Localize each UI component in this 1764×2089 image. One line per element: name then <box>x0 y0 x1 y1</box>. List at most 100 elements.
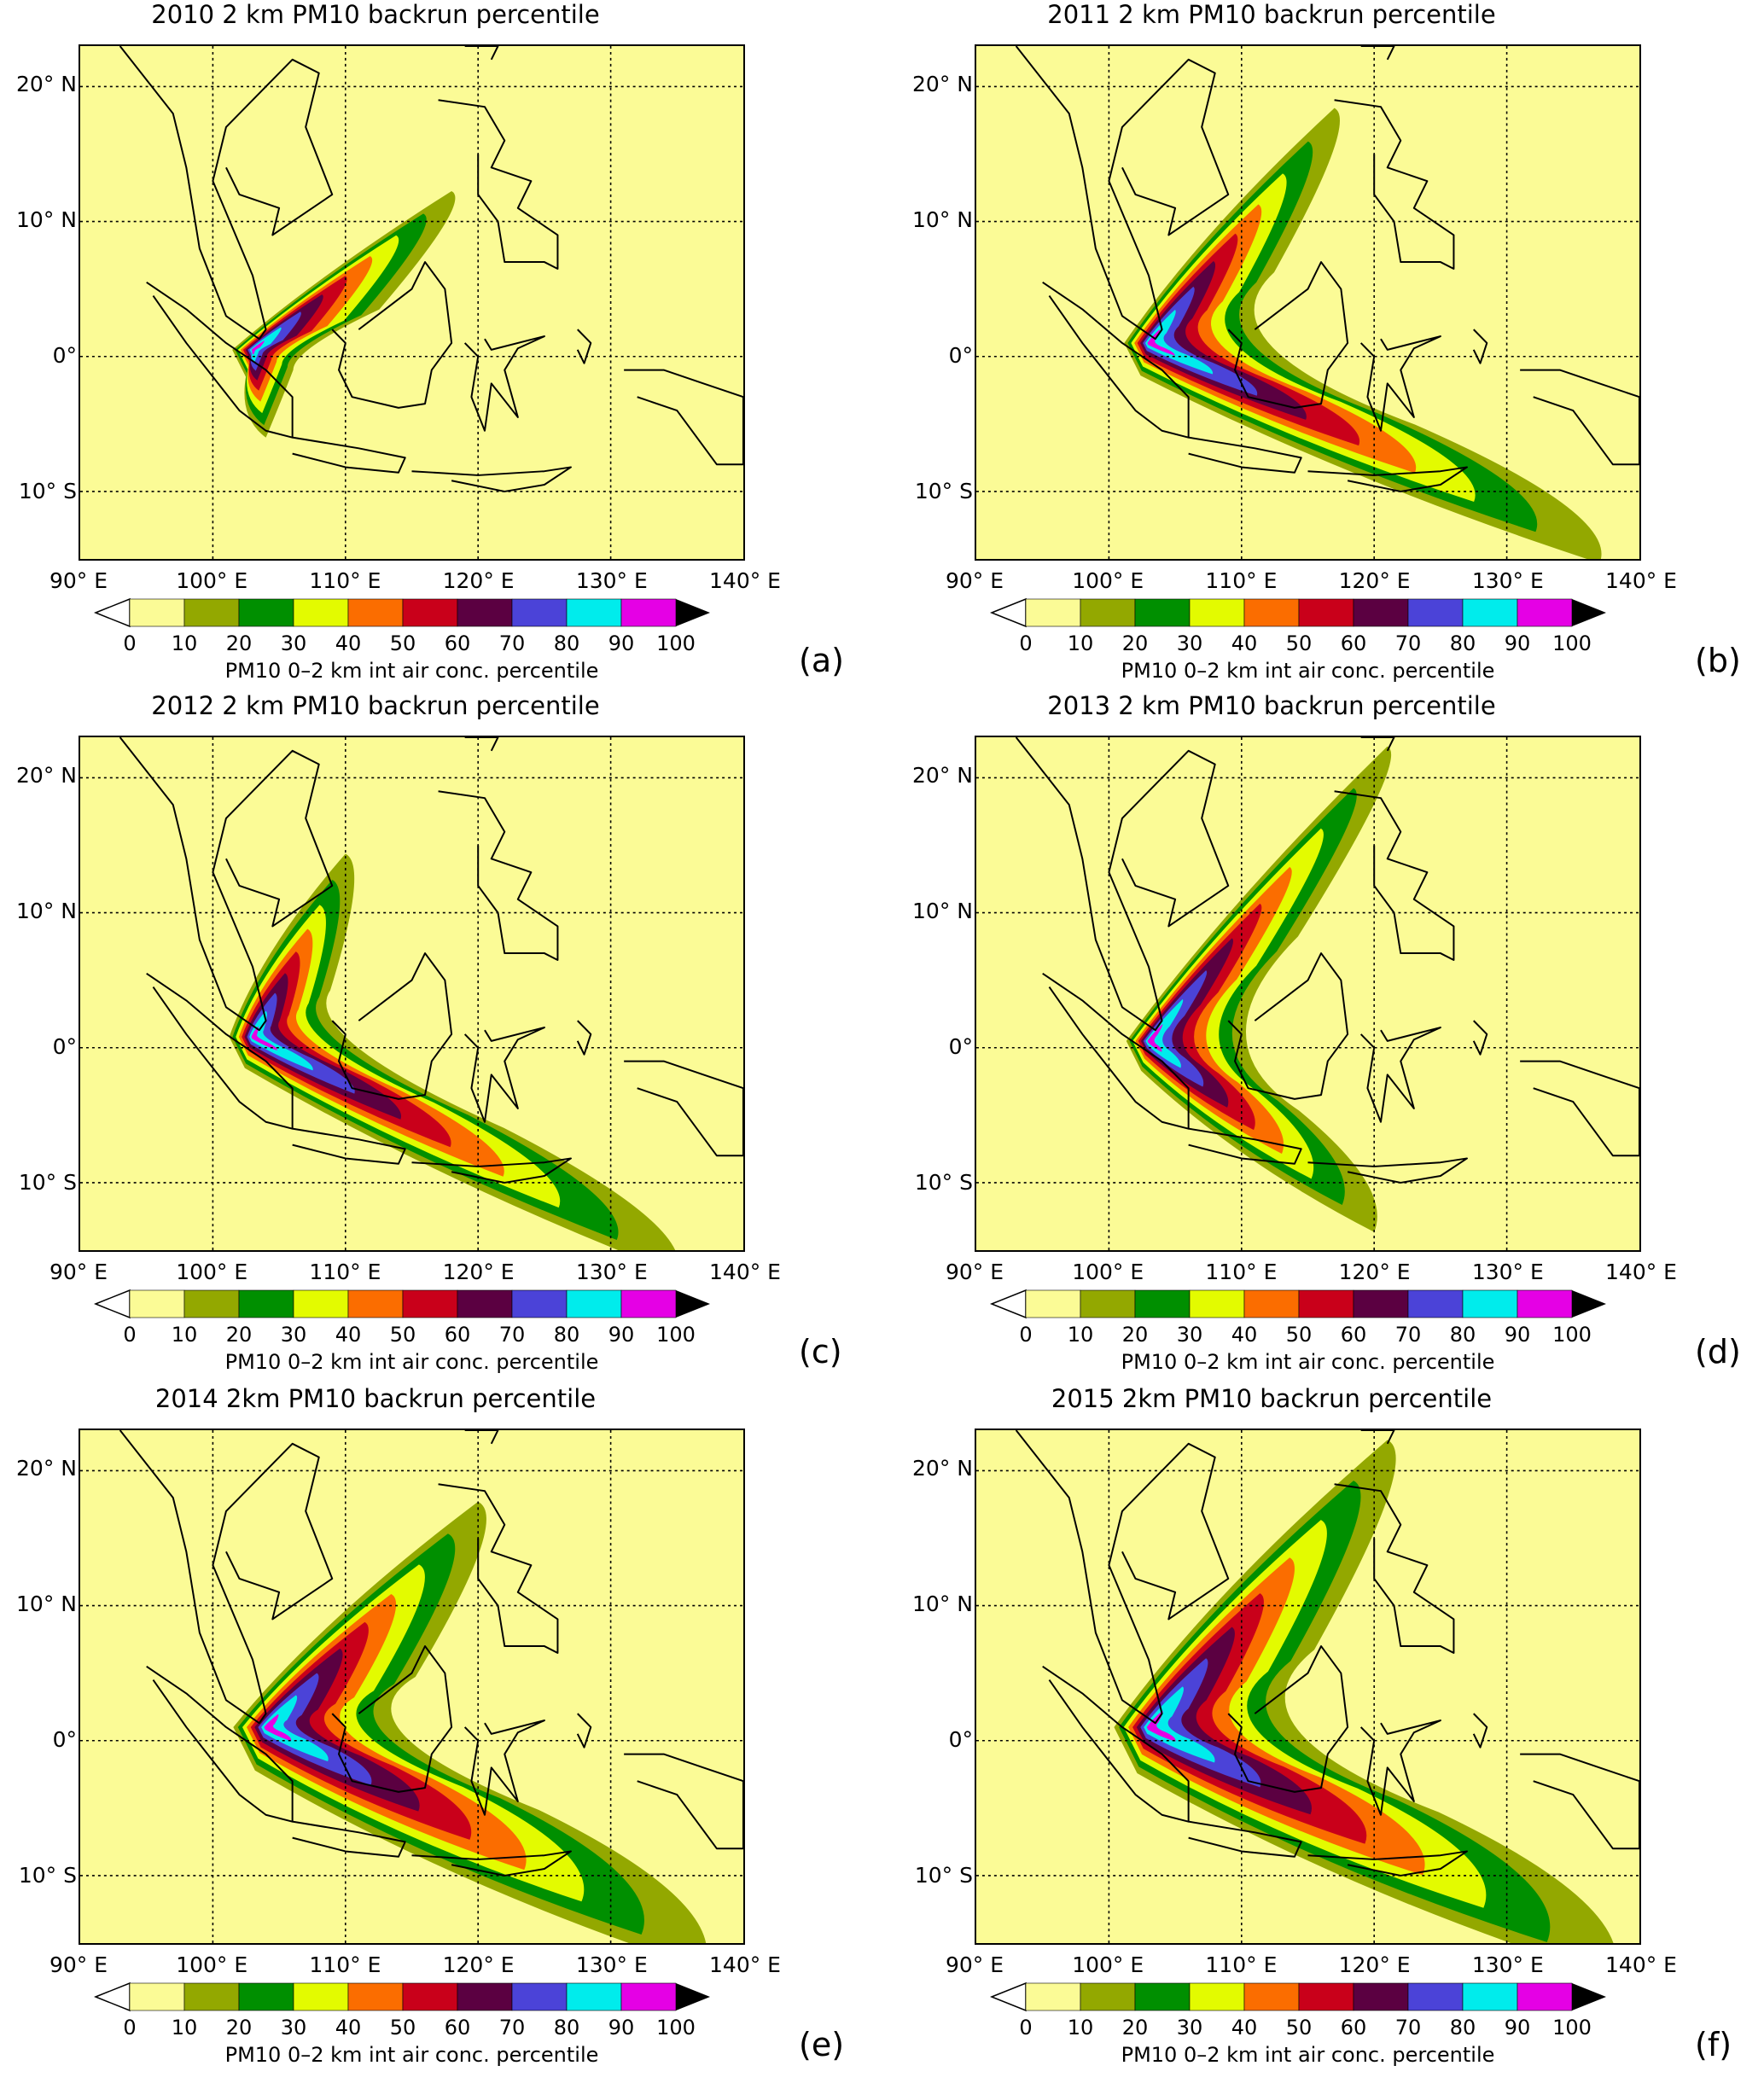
colorbar-swatch-20 <box>238 1982 294 2011</box>
colorbar <box>93 1981 710 2012</box>
contour-level-10 <box>229 853 676 1250</box>
colorbar-tick: 10 <box>1067 631 1094 655</box>
colorbar-swatch-30 <box>293 598 349 627</box>
map-canvas <box>80 1430 743 1943</box>
latitude-label: 0° <box>52 343 77 369</box>
colorbar-tick: 50 <box>389 1323 416 1347</box>
colorbar <box>989 1289 1606 1319</box>
panel-letter: (f) <box>1695 2026 1732 2063</box>
latitude-label: 10° S <box>914 1863 973 1888</box>
colorbar-tick: 80 <box>1449 2016 1476 2040</box>
latitude-label: 0° <box>948 343 973 369</box>
colorbar-swatch-30 <box>293 1289 349 1318</box>
map-area <box>79 736 745 1252</box>
colorbar-tick: 80 <box>553 2016 580 2040</box>
colorbar-tick: 20 <box>225 631 253 655</box>
colorbar-swatch-60 <box>457 598 513 627</box>
colorbar-swatch-0 <box>129 598 185 627</box>
colorbar-tick: 40 <box>1231 1323 1258 1347</box>
longitude-label: 110° E <box>309 568 381 593</box>
colorbar-swatch-20 <box>1134 1982 1191 2011</box>
panel-title: 2015 2km PM10 backrun percentile <box>1051 1384 1493 1413</box>
colorbar-label: PM10 0–2 km int air conc. percentile <box>224 1350 599 1374</box>
map-panel-6: 2015 2km PM10 backrun percentile 20° N 10°… <box>896 1384 1749 2067</box>
panel-letter: (a) <box>799 642 844 679</box>
colorbar-swatch-60 <box>1353 1982 1409 2011</box>
map-panel-1: 2010 2 km PM10 backrun percentile 20° N 10… <box>0 0 853 683</box>
colorbar <box>989 1981 1606 2012</box>
longitude-label: 100° E <box>1072 568 1144 593</box>
contour-level-30 <box>1132 828 1324 1179</box>
colorbar-swatch-10 <box>1080 1289 1136 1318</box>
colorbar-label: PM10 0–2 km int air conc. percentile <box>224 2043 599 2067</box>
colorbar-swatch-10 <box>1080 598 1136 627</box>
contour-level-80 <box>249 1010 313 1071</box>
longitude-label: 110° E <box>309 1260 381 1284</box>
longitude-label: 90° E <box>49 568 108 593</box>
colorbar-overflow-triangle <box>1572 599 1606 626</box>
map-canvas <box>80 737 743 1250</box>
colorbar-tick: 60 <box>444 1323 471 1347</box>
panel-letter: (c) <box>799 1333 842 1370</box>
colorbar-tick: 70 <box>498 2016 526 2040</box>
map-panel-5: 2014 2km PM10 backrun percentile 20° N 10°… <box>0 1384 853 2067</box>
colorbar-overflow-triangle <box>676 599 710 626</box>
colorbar-swatch-90 <box>620 1982 677 2011</box>
colorbar-tick: 40 <box>335 631 362 655</box>
colorbar-tick: 0 <box>123 2016 137 2040</box>
longitude-label: 120° E <box>442 1260 515 1284</box>
latitude-label: 0° <box>948 1034 973 1060</box>
colorbar-swatch-10 <box>183 598 240 627</box>
contour-level-60 <box>1140 938 1234 1108</box>
colorbar-swatch-70 <box>511 1982 568 2011</box>
map-canvas <box>976 46 1639 559</box>
colorbar-swatch-40 <box>347 1289 404 1318</box>
contour-level-40 <box>1128 1557 1425 1876</box>
longitude-label: 90° E <box>49 1952 108 1977</box>
colorbar-tick: 40 <box>335 1323 362 1347</box>
colorbar-tick: 20 <box>1121 631 1149 655</box>
latitude-label: 20° N <box>16 762 77 788</box>
longitude-label: 130° E <box>575 568 648 593</box>
longitude-label: 130° E <box>1471 1260 1544 1284</box>
colorbar-swatch-90 <box>1517 1289 1573 1318</box>
colorbar-tick: 100 <box>656 631 696 655</box>
colorbar-tick: 90 <box>1504 1323 1531 1347</box>
contour-level-90 <box>251 1026 277 1051</box>
colorbar-label: PM10 0–2 km int air conc. percentile <box>1121 2043 1495 2067</box>
colorbar-overflow-triangle <box>676 1983 710 2010</box>
colorbar-tick: 0 <box>1019 631 1033 655</box>
map-area <box>975 736 1641 1252</box>
colorbar-tick: 90 <box>608 631 635 655</box>
panel-letter: (d) <box>1695 1333 1741 1370</box>
colorbar-tick: 20 <box>225 2016 253 2040</box>
colorbar-label: PM10 0–2 km int air conc. percentile <box>1121 659 1495 683</box>
contour-level-70 <box>1143 970 1208 1087</box>
contour-level-70 <box>258 1673 372 1785</box>
colorbar-swatch-60 <box>1353 1289 1409 1318</box>
longitude-label: 130° E <box>575 1952 648 1977</box>
latitude-label: 20° N <box>912 762 973 788</box>
colorbar <box>989 597 1606 628</box>
colorbar-swatch-0 <box>1025 1289 1081 1318</box>
colorbar-swatch-30 <box>1189 598 1245 627</box>
colorbar-swatch-70 <box>1407 1982 1464 2011</box>
colorbar-tick: 70 <box>498 1323 526 1347</box>
longitude-label: 140° E <box>1605 1260 1677 1284</box>
contour-level-10 <box>1126 746 1392 1232</box>
colorbar-tick: 80 <box>1449 1323 1476 1347</box>
colorbar-swatch-60 <box>1353 598 1409 627</box>
colorbar-tick: 60 <box>1340 1323 1367 1347</box>
contour-level-50 <box>1132 1593 1367 1844</box>
latitude-label: 10° N <box>16 207 77 232</box>
colorbar-swatch-40 <box>347 1982 404 2011</box>
longitude-label: 90° E <box>945 1952 1004 1977</box>
colorbar-tick: 100 <box>656 1323 696 1347</box>
colorbar-tick: 10 <box>1067 2016 1094 2040</box>
colorbar-tick: 10 <box>171 1323 198 1347</box>
colorbar-tick: 30 <box>1176 2016 1203 2040</box>
colorbar-tick: 20 <box>1121 1323 1149 1347</box>
map-panel-3: 2012 2 km PM10 backrun percentile 20° N 10… <box>0 691 853 1374</box>
colorbar-swatch-70 <box>1407 598 1464 627</box>
longitude-label: 140° E <box>1605 568 1677 593</box>
